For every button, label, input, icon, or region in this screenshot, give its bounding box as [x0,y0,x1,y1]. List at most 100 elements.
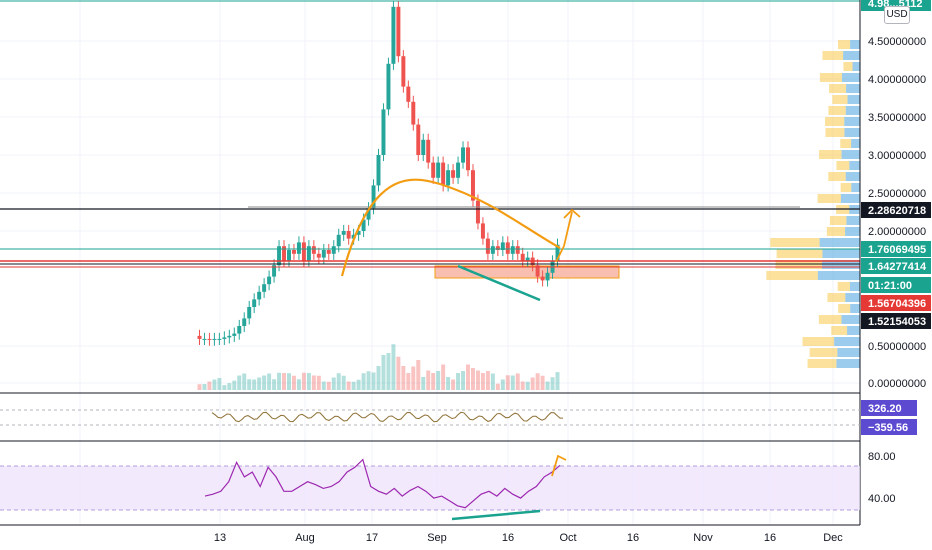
volume-bar [485,371,490,390]
volume-bar [306,373,311,390]
volume-profile-row-down [834,337,860,346]
candle-body [237,326,242,334]
volume-profile-row-up [828,106,846,115]
cci-tag-label: 326.20 [868,403,902,415]
volume-bar [376,366,381,390]
volume-profile-row-up [825,128,845,137]
candle-body [495,246,500,250]
candle-body [466,147,470,171]
candle-body [470,170,475,201]
volume-profile-row-down [845,106,860,115]
candle-body [262,284,267,292]
time-tick-label: 17 [366,532,378,544]
volume-bar [470,368,475,390]
candle-body [441,162,446,186]
volume-bar [495,383,500,390]
volume-bar [461,371,466,390]
volume-bar [296,379,301,390]
candle-body [316,253,321,258]
volume-profile-row-up [819,73,842,82]
volume-profile-row-up [770,238,820,247]
candle-body [396,6,401,57]
volume-profile-row-down [849,161,860,170]
volume-profile-row-up [840,139,852,148]
candle-body [431,162,436,178]
volume-bar [351,381,356,390]
volume-bar [262,375,267,390]
volume-profile-row-down [850,304,860,313]
price-tag-bg [861,258,931,274]
volume-bars [197,344,560,390]
candle-body [480,223,485,239]
candle-body [217,338,222,340]
volume-bar [530,377,535,390]
candle-body [331,246,336,254]
candle-body [301,242,306,262]
volume-bar [515,373,520,390]
volume-bar [336,373,341,390]
candle-body [321,250,326,258]
candle-body [461,147,466,163]
candle-body [287,250,291,262]
volume-bar [287,373,291,390]
candle-body [252,299,257,307]
price-axis[interactable]: 4.50000000 4.00000000 3.50000000 3.00000000… [861,0,931,505]
volume-profile-row-up [829,84,847,93]
volume-bar [436,371,441,390]
currency-badge[interactable]: USD [884,6,910,24]
candle-body [451,170,456,178]
candle-body [545,272,550,281]
price-tick-label: 3.50000000 [868,112,926,124]
rsi-tick-label: 80.00 [868,451,896,463]
volume-profile-row-down [841,73,860,82]
candle-body [515,246,520,254]
candle-body [277,246,282,266]
volume-bar [396,356,401,390]
volume-bar [227,383,232,390]
volume-profile-row-up [838,304,851,313]
volume-profile-row-down [846,216,860,225]
volume-bar [411,366,416,390]
candle-body [485,238,490,254]
volume-profile-row-up [802,337,835,346]
price-tag-label: 1.64277414 [868,261,927,273]
volume-profile-row-down [844,117,860,126]
volume-bar [416,360,421,390]
cci-tag-bg [861,419,917,435]
volume-profile-row-up [836,161,850,170]
volume-profile-row-down [841,315,860,324]
volume-bar [446,377,451,390]
rsi-divergence-line [451,509,541,521]
candle-body [555,244,560,262]
volume-bar [267,373,272,390]
candle-body [421,139,426,155]
volume-bar [331,377,336,390]
price-tag-bg [861,0,931,11]
volume-profile [766,40,860,368]
candle-body [406,86,411,102]
volume-bar [301,372,306,390]
volume-bar [545,381,550,390]
price-tag-label: 2.28620718 [868,205,926,217]
volume-profile-row-up [819,150,842,159]
candle-body [535,265,540,277]
grid-lines [0,0,860,525]
time-tick-label: 16 [627,532,639,544]
rsi-line [204,458,561,509]
volume-profile-row-down [852,62,860,71]
volume-profile-row-up [831,326,848,335]
price-tag-label: 01:21:00 [868,280,912,292]
candle-body [202,338,207,340]
volume-profile-row-down [850,40,860,49]
candle-body [490,246,495,254]
price-tag-bg [861,313,931,329]
volume-bar [510,375,515,390]
candle-body [401,56,406,87]
time-axis[interactable]: 13 Aug 17 Sep 16 Oct 16 Nov 16 Dec [0,524,860,544]
candle-body [222,337,227,339]
volume-bar [242,373,247,390]
volume-profile-row-up [826,227,846,236]
candle-body [341,231,346,235]
volume-bar [202,384,207,390]
